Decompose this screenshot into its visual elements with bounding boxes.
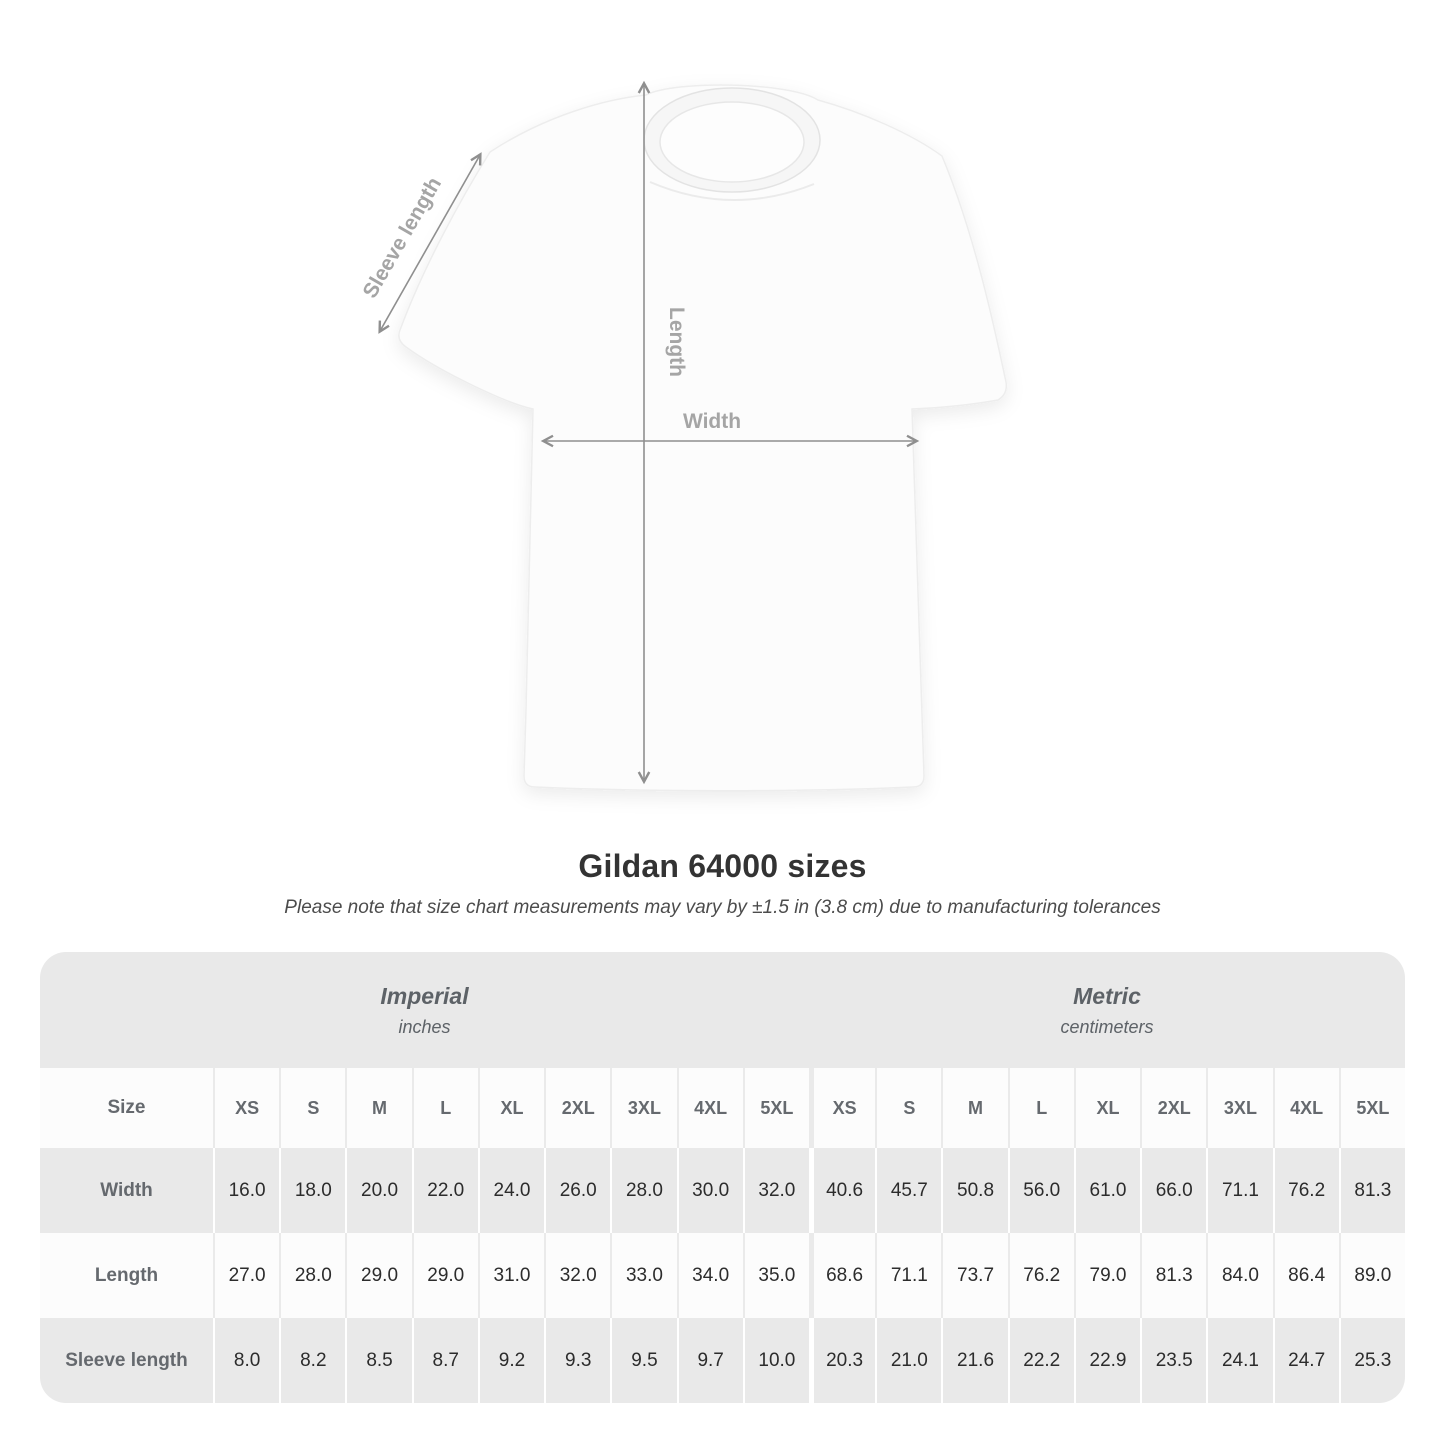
unit-header-row: Imperial inches Metric centimeters [40, 952, 1405, 1068]
length-imperial-s: 28.0 [279, 1233, 345, 1318]
metric-section-header: Metric centimeters [809, 952, 1405, 1068]
sleeve-imperial-m: 8.5 [345, 1318, 411, 1403]
length-imperial-3xl: 33.0 [610, 1233, 676, 1318]
sleeve-imperial-5xl: 10.0 [742, 1318, 809, 1403]
tshirt-measurement-diagram: Sleeve length Length Width [359, 80, 1008, 792]
sleeve-metric-xs: 20.3 [808, 1318, 875, 1403]
width-imperial-3xl: 28.0 [610, 1148, 676, 1233]
table-row-length: Length 27.0 28.0 29.0 29.0 31.0 32.0 33.… [40, 1233, 1405, 1318]
width-metric-s: 45.7 [875, 1148, 941, 1233]
imperial-unit-label: inches [398, 1016, 451, 1037]
sleeve-metric-4xl: 24.7 [1272, 1318, 1339, 1403]
length-metric-m: 73.7 [941, 1233, 1007, 1318]
sleeve-imperial-2xl: 9.3 [544, 1318, 610, 1403]
sleeve-imperial-l: 8.7 [411, 1318, 478, 1403]
sleeve-imperial-3xl: 9.5 [610, 1318, 676, 1403]
metric-unit-label: centimeters [1060, 1016, 1154, 1037]
size-header-metric-4xl: 4XL [1272, 1068, 1339, 1148]
length-imperial-5xl: 35.0 [742, 1233, 809, 1318]
length-metric-4xl: 86.4 [1272, 1233, 1339, 1318]
length-metric-xs: 68.6 [808, 1233, 875, 1318]
width-imperial-m: 20.0 [345, 1148, 411, 1233]
size-table: Imperial inches Metric centimeters Size … [40, 952, 1405, 1403]
row-label-width: Width [100, 1179, 153, 1201]
table-row-width: Width 16.0 18.0 20.0 22.0 24.0 26.0 28.0… [40, 1148, 1405, 1233]
size-header-row: Size XS S M L XL 2XL 3XL 4XL 5XL XS S M … [40, 1068, 1405, 1148]
row-label-sleeve-length: Sleeve length [65, 1349, 188, 1371]
width-metric-m: 50.8 [941, 1148, 1007, 1233]
sleeve-metric-l: 22.2 [1007, 1318, 1074, 1403]
width-metric-5xl: 81.3 [1338, 1148, 1405, 1233]
row-label-length: Length [94, 1264, 159, 1286]
size-header-imperial-4xl: 4XL [676, 1068, 743, 1148]
length-imperial-4xl: 34.0 [676, 1233, 743, 1318]
page-title: Gildan 64000 sizes [578, 848, 867, 884]
sleeve-metric-m: 21.6 [941, 1318, 1007, 1403]
size-header-imperial-3xl: 3XL [610, 1068, 676, 1148]
size-column-header: Size [107, 1097, 146, 1118]
size-header-imperial-xs: XS [213, 1068, 279, 1148]
size-header-metric-m: M [941, 1068, 1007, 1148]
width-imperial-xs: 16.0 [213, 1148, 279, 1233]
size-header-metric-s: S [875, 1068, 941, 1148]
length-metric-3xl: 84.0 [1206, 1233, 1272, 1318]
length-imperial-l: 29.0 [411, 1233, 478, 1318]
size-header-metric-xl: XL [1073, 1068, 1140, 1148]
width-imperial-4xl: 30.0 [676, 1148, 743, 1233]
size-header-imperial-xl: XL [477, 1068, 544, 1148]
length-metric-l: 76.2 [1007, 1233, 1074, 1318]
imperial-label: Imperial [380, 982, 469, 1009]
length-label: Length [665, 307, 688, 377]
sleeve-metric-s: 21.0 [875, 1318, 941, 1403]
imperial-section-header: Imperial inches [40, 952, 809, 1068]
tolerance-note: Please note that size chart measurements… [284, 897, 1161, 918]
width-metric-l: 56.0 [1007, 1148, 1074, 1233]
sleeve-imperial-s: 8.2 [279, 1318, 345, 1403]
sleeve-imperial-xl: 9.2 [477, 1318, 544, 1403]
sleeve-imperial-4xl: 9.7 [676, 1318, 743, 1403]
length-metric-2xl: 81.3 [1140, 1233, 1206, 1318]
length-imperial-2xl: 32.0 [544, 1233, 610, 1318]
width-metric-xl: 61.0 [1073, 1148, 1140, 1233]
sleeve-length-arrow [378, 152, 482, 334]
size-header-imperial-5xl: 5XL [742, 1068, 809, 1148]
sleeve-metric-2xl: 23.5 [1140, 1318, 1206, 1403]
size-header-imperial-m: M [345, 1068, 411, 1148]
width-metric-2xl: 66.0 [1140, 1148, 1206, 1233]
length-imperial-xl: 31.0 [477, 1233, 544, 1318]
length-imperial-m: 29.0 [345, 1233, 411, 1318]
width-metric-3xl: 71.1 [1206, 1148, 1272, 1233]
size-header-metric-5xl: 5XL [1338, 1068, 1405, 1148]
size-header-metric-l: L [1007, 1068, 1074, 1148]
sleeve-metric-3xl: 24.1 [1206, 1318, 1272, 1403]
size-header-imperial-l: L [411, 1068, 478, 1148]
size-header-imperial-2xl: 2XL [544, 1068, 610, 1148]
width-imperial-s: 18.0 [279, 1148, 345, 1233]
sleeve-metric-xl: 22.9 [1073, 1318, 1140, 1403]
sleeve-imperial-xs: 8.0 [213, 1318, 279, 1403]
sleeve-metric-5xl: 25.3 [1338, 1318, 1405, 1403]
width-imperial-2xl: 26.0 [544, 1148, 610, 1233]
width-imperial-l: 22.0 [411, 1148, 478, 1233]
table-row-sleeve-length: Sleeve length 8.0 8.2 8.5 8.7 9.2 9.3 9.… [40, 1318, 1405, 1403]
size-header-metric-2xl: 2XL [1140, 1068, 1206, 1148]
length-imperial-xs: 27.0 [213, 1233, 279, 1318]
width-label: Width [683, 410, 741, 433]
width-metric-4xl: 76.2 [1272, 1148, 1339, 1233]
size-header-metric-3xl: 3XL [1206, 1068, 1272, 1148]
metric-label: Metric [1073, 982, 1141, 1009]
width-imperial-xl: 24.0 [477, 1148, 544, 1233]
length-metric-5xl: 89.0 [1338, 1233, 1405, 1318]
width-imperial-5xl: 32.0 [742, 1148, 809, 1233]
tshirt-image [398, 84, 1008, 792]
length-metric-xl: 79.0 [1073, 1233, 1140, 1318]
size-header-imperial-s: S [279, 1068, 345, 1148]
width-metric-xs: 40.6 [808, 1148, 875, 1233]
size-header-metric-xs: XS [808, 1068, 875, 1148]
length-metric-s: 71.1 [875, 1233, 941, 1318]
